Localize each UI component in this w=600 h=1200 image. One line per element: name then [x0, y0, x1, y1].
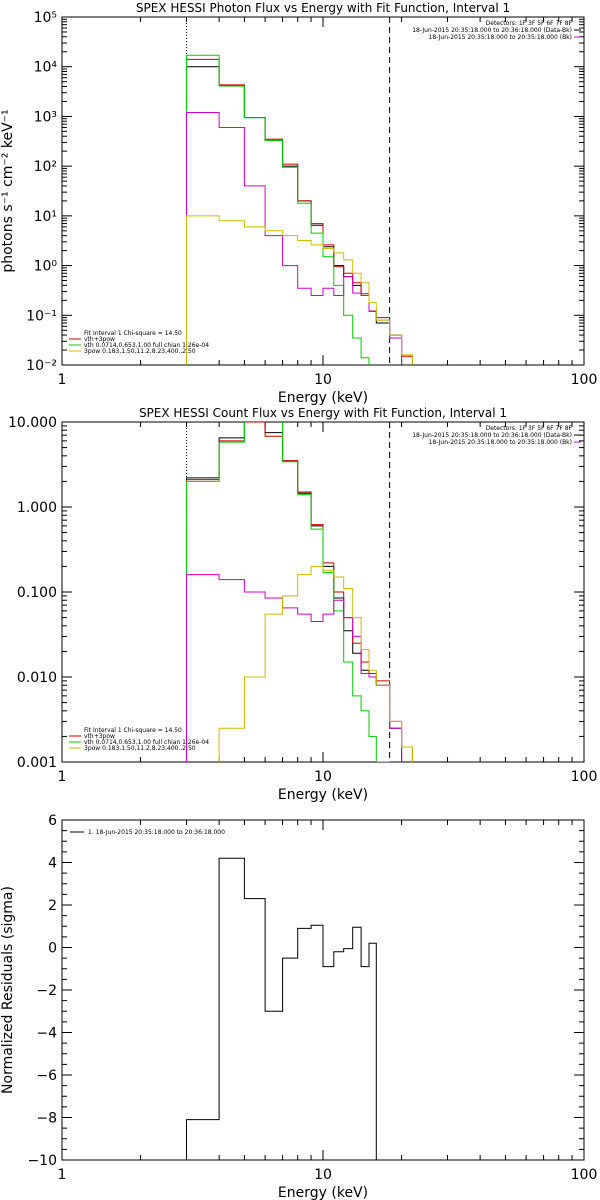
y-tick-label: −10: [27, 1153, 57, 1169]
chart-panel-3: 1 10 100 −10 −8 −6 −4 −2 0 2 4 6 Energy (keV) Normali…: [0, 813, 597, 1200]
y-tick-label: 10⁴: [34, 60, 58, 76]
chart-panel-1: SPEX HESSI Photon Flux vs Energy with Fi…: [0, 1, 597, 406]
y-axis-label: Normalized Residuals (sigma): [0, 886, 16, 1094]
x-tick-label: 10: [314, 1167, 332, 1183]
series-yellow-line: [186, 215, 413, 365]
plot-frame: [61, 16, 585, 366]
legend-bottom-left-line: vth 0.0714,0.653,1.00 full chian 1.26e-0…: [84, 342, 209, 349]
y-tick-label: 10⁻²: [26, 358, 57, 374]
legend-bottom-left-line: vth+3pow: [84, 733, 115, 740]
y-tick-label: 10⁻¹: [26, 308, 57, 324]
chart-title: SPEX HESSI Photon Flux vs Energy with Fi…: [136, 1, 510, 15]
chart-panel-2: SPEX HESSI Count Flux vs Energy with Fit…: [8, 406, 597, 803]
legend-bottom-left-line: Fit Interval 1 Chi-square = 14.50: [84, 727, 182, 734]
y-tick-label: −8: [36, 1111, 57, 1127]
series-black-line: [186, 422, 403, 762]
plot-frame: [61, 421, 585, 763]
x-axis-label: Energy (keV): [278, 390, 368, 406]
x-tick-label: 10: [314, 372, 332, 388]
y-tick-label: 1.000: [17, 500, 57, 516]
y-tick-label: 0.100: [17, 585, 57, 601]
legend-bottom-left-line: vth 0.0714,0.653,1.00 full chian 1.26e-0…: [84, 739, 209, 746]
series-red-line: [186, 58, 413, 365]
x-tick-label: 10: [314, 769, 332, 785]
y-axis-label: photons s⁻¹ cm⁻² keV⁻¹: [0, 109, 16, 272]
x-tick-label: 1: [58, 769, 67, 785]
series-red-line: [186, 422, 413, 762]
y-tick-label: 10¹: [34, 209, 57, 225]
y-tick-label: 10⁵: [34, 10, 57, 26]
legend-top-left-line: 1. 18-Jun-2015 20:35:18.000 to 20:36:18.…: [88, 829, 225, 836]
x-axis-label: Energy (keV): [278, 1185, 368, 1200]
y-tick-label: −6: [36, 1068, 57, 1084]
plot-data: [186, 422, 413, 762]
legend-top-right-line: 18-Jun-2015 20:35:18.000 to 20:35:18.000…: [429, 34, 572, 41]
y-tick-label: 0.010: [17, 670, 57, 686]
series-black-line: [186, 857, 377, 1160]
y-tick-label: 2: [48, 898, 57, 914]
y-tick-label: 0: [48, 941, 57, 957]
series-yellow-line: [218, 565, 413, 762]
legend-top-right-line: 18-Jun-2015 20:35:18.000 to 20:36:18.000…: [412, 27, 572, 34]
series-magenta-line: [186, 112, 403, 365]
y-tick-label: 10.000: [8, 415, 57, 431]
legend-top-right-line: Detectors: 1F 3F 5F 6F 7F 8F: [486, 425, 573, 432]
series-green-line: [186, 54, 370, 365]
x-tick-label: 100: [571, 372, 598, 388]
y-tick-label: 10⁰: [34, 259, 58, 275]
y-tick-label: 0.001: [17, 755, 57, 771]
series-green-line: [186, 422, 391, 762]
plot-data: [186, 857, 377, 1160]
legend-bottom-left-line: vth+3pow: [84, 336, 115, 343]
series-magenta-line: [186, 574, 403, 762]
plot-data: [186, 54, 413, 365]
x-tick-label: 1: [58, 1167, 67, 1183]
x-tick-label: 1: [58, 372, 67, 388]
legend-bottom-left-line: 3pow 0.183,1.50,11.2,8.23,400.,2.50: [84, 348, 196, 355]
x-axis-label: Energy (keV): [278, 787, 368, 803]
legend-bottom-left-line: Fit Interval 1 Chi-square = 14.50: [84, 330, 182, 337]
plot-frame: [61, 819, 585, 1161]
y-tick-label: 6: [48, 813, 57, 829]
legend-top-right-line: Detectors: 1F 3F 5F 6F 7F 8F: [486, 20, 573, 27]
legend-bottom-left-line: 3pow 0.183,1.50,11.2,8.23,400.,2.50: [84, 745, 196, 752]
chart-title: SPEX HESSI Count Flux vs Energy with Fit…: [139, 406, 507, 420]
legend-top-right-line: 18-Jun-2015 20:35:18.000 to 20:36:18.000…: [412, 432, 572, 439]
x-tick-label: 100: [571, 769, 598, 785]
x-tick-label: 100: [571, 1167, 598, 1183]
legend-top-right-line: 18-Jun-2015 20:35:18.000 to 20:35:18.000…: [429, 439, 572, 446]
y-tick-label: −4: [36, 1026, 57, 1042]
y-tick-label: 10³: [34, 109, 57, 125]
y-tick-label: 10²: [34, 159, 57, 175]
y-tick-label: 4: [48, 856, 57, 872]
y-tick-label: −2: [36, 983, 57, 999]
